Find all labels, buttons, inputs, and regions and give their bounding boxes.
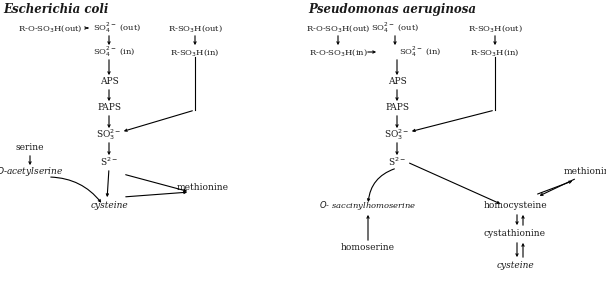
Text: R-SO$_3$H(out): R-SO$_3$H(out) [168,23,222,33]
Text: Escherichia coli: Escherichia coli [3,3,108,16]
Text: APS: APS [99,77,118,87]
Text: R-SO$_3$H(out): R-SO$_3$H(out) [468,23,522,33]
Text: SO$_3^{2-}$: SO$_3^{2-}$ [384,128,410,143]
Text: SO$_4^{2-}$ (out): SO$_4^{2-}$ (out) [93,21,141,35]
Text: R-SO$_3$H(in): R-SO$_3$H(in) [170,47,219,58]
Text: methionine: methionine [564,167,606,177]
Text: SO$_4^{2-}$ (in): SO$_4^{2-}$ (in) [399,45,442,59]
Text: cysteine: cysteine [496,260,534,270]
Text: SO$_4^{2-}$ (in): SO$_4^{2-}$ (in) [93,45,136,59]
Text: S$^{2-}$: S$^{2-}$ [388,156,406,168]
Text: Pseudomonas aeruginosa: Pseudomonas aeruginosa [308,3,476,16]
Text: cystathionine: cystathionine [484,229,546,237]
Text: methionine: methionine [177,184,229,192]
Text: PAPS: PAPS [385,103,409,113]
Text: S$^{2-}$: S$^{2-}$ [100,156,118,168]
Text: homoserine: homoserine [341,244,395,252]
Text: SO$_3^{2-}$: SO$_3^{2-}$ [96,128,122,143]
Text: $O$-acetylserine: $O$-acetylserine [0,166,64,178]
Text: homocysteine: homocysteine [483,200,547,210]
Text: R-SO$_3$H(in): R-SO$_3$H(in) [470,47,519,58]
Text: SO$_4^{2-}$ (out): SO$_4^{2-}$ (out) [371,21,419,35]
Text: R-O-SO$_3$H(out): R-O-SO$_3$H(out) [306,23,370,33]
Text: PAPS: PAPS [97,103,121,113]
Text: $O$- saccinylhomoserine: $O$- saccinylhomoserine [319,199,417,211]
Text: R-O-SO$_3$H(out): R-O-SO$_3$H(out) [18,23,82,33]
Text: serine: serine [16,144,44,152]
Text: R-O-SO$_3$H(in): R-O-SO$_3$H(in) [308,47,367,58]
Text: APS: APS [388,77,407,87]
Text: cysteine: cysteine [90,200,128,210]
